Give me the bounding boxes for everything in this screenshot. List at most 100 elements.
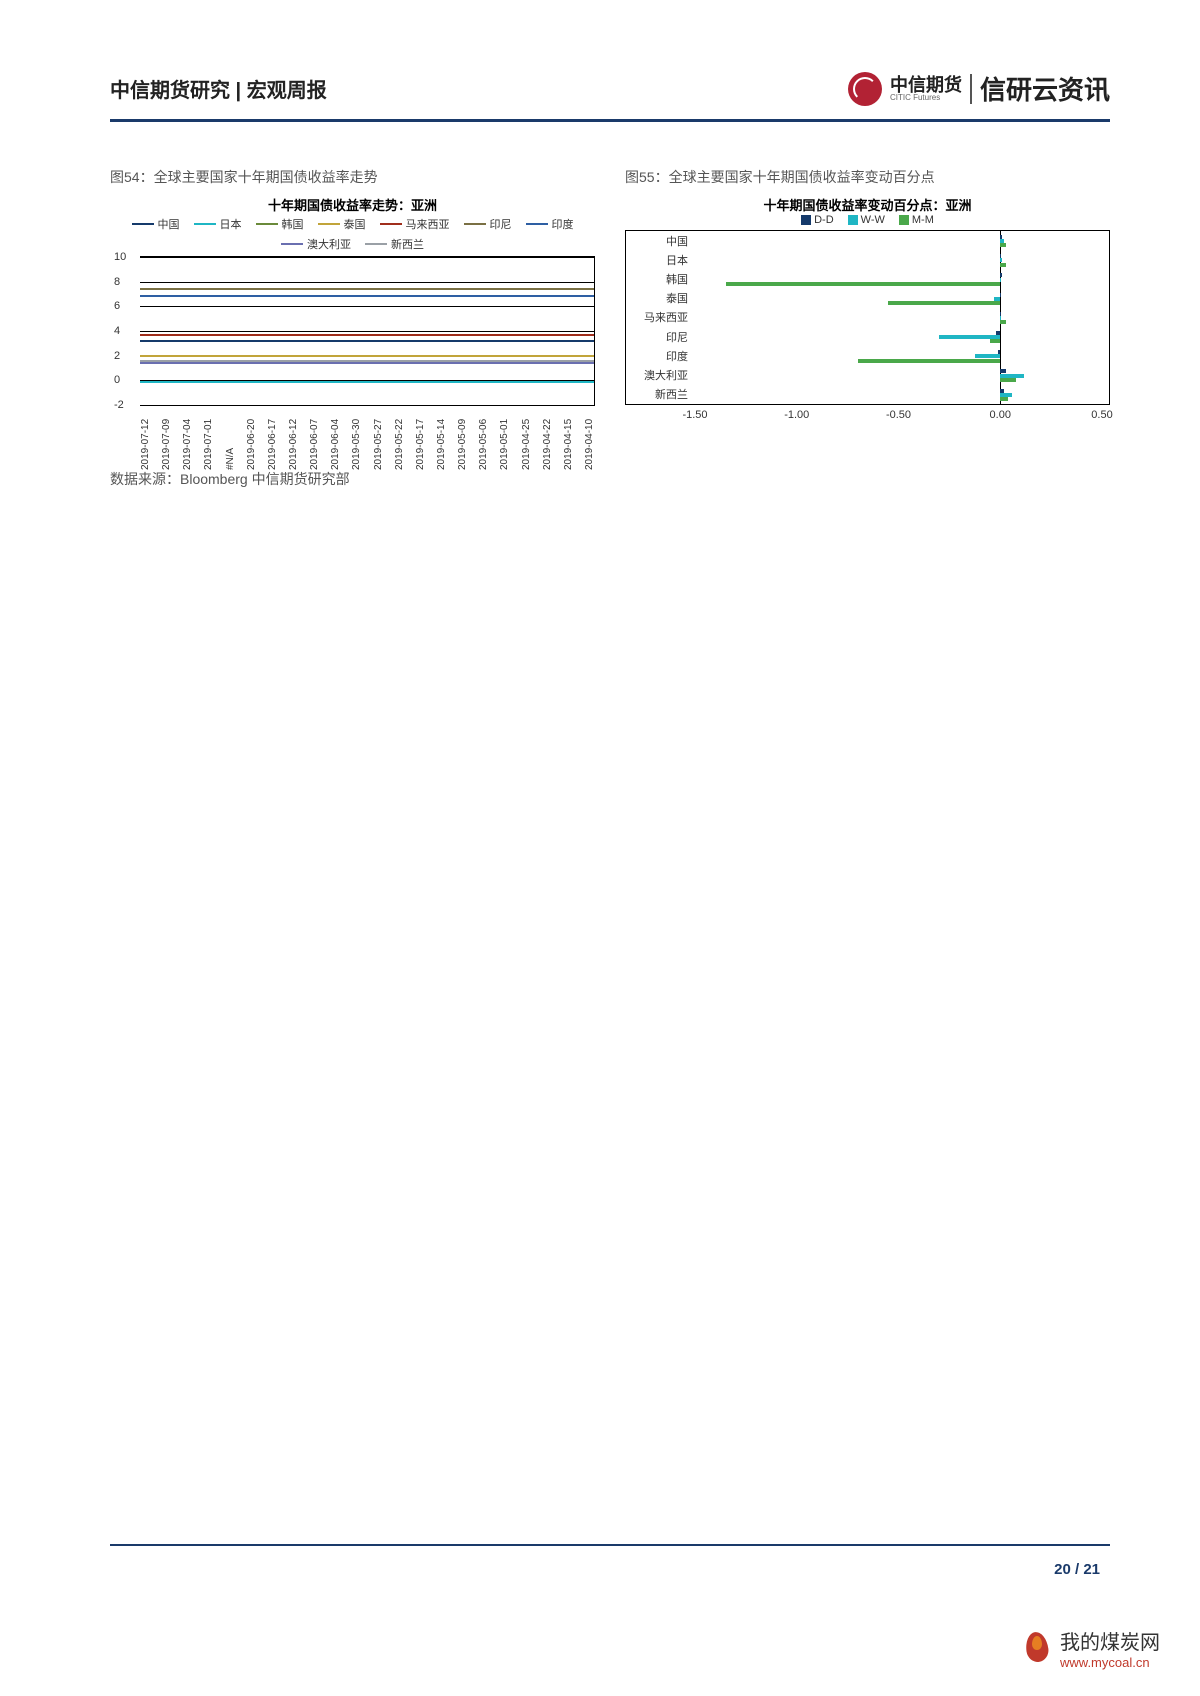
chart54-xtick: 2019-07-01 bbox=[203, 410, 214, 470]
xinyanyun-logo-text: 信研云资讯 bbox=[980, 70, 1110, 107]
chart55-xaxis: -1.50-1.00-0.500.000.50 bbox=[695, 409, 1102, 425]
chart54-xaxis: 2019-07-122019-07-092019-07-042019-07-01… bbox=[140, 410, 595, 470]
doc-title: 中信期货研究 | 宏观周报 bbox=[110, 74, 327, 103]
chart55-categories: 中国日本韩国泰国马来西亚印尼印度澳大利亚新西兰 bbox=[634, 231, 688, 404]
data-source-note: 数据来源：Bloomberg 中信期货研究部 bbox=[110, 469, 1110, 489]
chart55-bar bbox=[1000, 278, 1001, 282]
page-number: 20 / 21 bbox=[1054, 1561, 1100, 1578]
chart54-plot: -20246810 bbox=[140, 256, 595, 406]
chart54-xtick: #N/A bbox=[225, 410, 236, 470]
chart54-series-line bbox=[140, 334, 594, 336]
chart54-legend-item: 韩国 bbox=[256, 216, 304, 232]
chart54-legend-item: 印度 bbox=[526, 216, 574, 232]
chart54-xtick: 2019-06-17 bbox=[267, 410, 278, 470]
chart55-bar bbox=[1000, 397, 1008, 401]
chart54-block: 图54：全球主要国家十年期国债收益率走势 十年期国债收益率走势：亚洲 中国日本韩… bbox=[110, 167, 595, 455]
chart54-xtick: 2019-05-06 bbox=[478, 410, 489, 470]
chart54-xtick: 2019-05-17 bbox=[415, 410, 426, 470]
chart55-category-label: 日本 bbox=[634, 252, 688, 268]
citic-logo-sub: CITIC Futures bbox=[890, 94, 962, 102]
chart55-bar bbox=[1000, 320, 1006, 324]
page-current: 20 bbox=[1054, 1561, 1071, 1578]
chart55-category-label: 韩国 bbox=[634, 271, 688, 287]
chart54-series-line bbox=[140, 288, 594, 290]
chart54-caption: 图54：全球主要国家十年期国债收益率走势 bbox=[110, 167, 595, 187]
chart54-series-line bbox=[140, 360, 594, 362]
chart55-category-label: 新西兰 bbox=[634, 386, 688, 402]
chart55-legend-item: W-W bbox=[848, 214, 885, 226]
chart54-series-line bbox=[140, 381, 594, 383]
chart55-xtick: -1.00 bbox=[784, 409, 809, 421]
chart54-legend: 中国日本韩国泰国马来西亚印尼印度澳大利亚新西兰 bbox=[110, 216, 595, 252]
chart55-bars bbox=[696, 231, 1101, 404]
chart54-series-line bbox=[140, 340, 594, 342]
chart55-xtick: 0.50 bbox=[1091, 409, 1112, 421]
chart55-legend: D-D W-W M-M bbox=[625, 214, 1110, 226]
chart54-xtick: 2019-04-10 bbox=[584, 410, 595, 470]
chart55-bar bbox=[1000, 263, 1006, 267]
chart55-xtick: 0.00 bbox=[990, 409, 1011, 421]
chart55-bar bbox=[1000, 293, 1001, 297]
chart55-category-label: 澳大利亚 bbox=[634, 367, 688, 383]
chart55-category-label: 印尼 bbox=[634, 329, 688, 345]
chart54-series-line bbox=[140, 355, 594, 357]
citic-logo-icon bbox=[848, 72, 882, 106]
chart54-xtick: 2019-07-12 bbox=[140, 410, 151, 470]
page-root: 中信期货研究 | 宏观周报 中信期货 CITIC Futures 信研云资讯 图… bbox=[0, 0, 1200, 1696]
chart55-bar bbox=[990, 339, 1000, 343]
citic-logo-text: 中信期货 CITIC Futures bbox=[890, 76, 962, 102]
chart55-xtick: -0.50 bbox=[886, 409, 911, 421]
chart55-bar bbox=[858, 359, 1000, 363]
chart54-xtick: 2019-05-22 bbox=[394, 410, 405, 470]
chart54-xtick: 2019-05-01 bbox=[499, 410, 510, 470]
chart55-bar bbox=[1000, 378, 1016, 382]
chart54-xtick: 2019-06-20 bbox=[246, 410, 257, 470]
chart54-xtick: 2019-07-04 bbox=[182, 410, 193, 470]
chart55-block: 图55：全球主要国家十年期国债收益率变动百分点 十年期国债收益率变动百分点：亚洲… bbox=[625, 167, 1110, 455]
chart54-legend-item: 中国 bbox=[132, 216, 180, 232]
chart55-area: 十年期国债收益率变动百分点：亚洲 D-D W-W M-M 中国日本韩国泰国马来西亚印… bbox=[625, 195, 1110, 455]
header-divider bbox=[970, 74, 972, 104]
watermark-text: 我的煤炭网 www.mycoal.cn bbox=[1060, 1626, 1160, 1670]
chart55-caption: 图55：全球主要国家十年期国债收益率变动百分点 bbox=[625, 167, 1110, 187]
watermark-url: www.mycoal.cn bbox=[1060, 1655, 1160, 1670]
header-logos: 中信期货 CITIC Futures 信研云资讯 bbox=[848, 70, 1110, 107]
header-rule bbox=[110, 119, 1110, 122]
chart55-bar bbox=[888, 301, 999, 305]
chart54-area: 十年期国债收益率走势：亚洲 中国日本韩国泰国马来西亚印尼印度澳大利亚新西兰 -2… bbox=[110, 195, 595, 455]
chart54-legend-item: 澳大利亚 bbox=[281, 236, 351, 252]
chart55-xtick: -1.50 bbox=[682, 409, 707, 421]
chart54-series-line bbox=[140, 362, 594, 364]
chart55-category-label: 泰国 bbox=[634, 290, 688, 306]
chart55-legend-item: M-M bbox=[899, 214, 934, 226]
chart55-legend-item: D-D bbox=[801, 214, 834, 226]
chart54-title: 十年期国债收益率走势：亚洲 bbox=[110, 195, 595, 214]
chart55-category-label: 印度 bbox=[634, 348, 688, 364]
chart55-bar bbox=[1000, 243, 1006, 247]
chart55-category-label: 中国 bbox=[634, 233, 688, 249]
footer-rule bbox=[110, 1544, 1110, 1546]
chart55-title: 十年期国债收益率变动百分点：亚洲 bbox=[625, 195, 1110, 214]
chart55-category-label: 马来西亚 bbox=[634, 309, 688, 325]
charts-row: 图54：全球主要国家十年期国债收益率走势 十年期国债收益率走势：亚洲 中国日本韩… bbox=[110, 167, 1110, 455]
chart55-plot: 中国日本韩国泰国马来西亚印尼印度澳大利亚新西兰 bbox=[625, 230, 1110, 405]
chart54-xtick: 2019-04-25 bbox=[521, 410, 532, 470]
chart54-series-line bbox=[140, 295, 594, 297]
chart54-xtick: 2019-05-09 bbox=[457, 410, 468, 470]
chart54-xtick: 2019-05-27 bbox=[373, 410, 384, 470]
page-header: 中信期货研究 | 宏观周报 中信期货 CITIC Futures 信研云资讯 bbox=[110, 70, 1110, 117]
chart54-xtick: 2019-05-14 bbox=[436, 410, 447, 470]
citic-logo-main: 中信期货 bbox=[890, 75, 962, 95]
chart54-legend-item: 日本 bbox=[194, 216, 242, 232]
watermark: 我的煤炭网 www.mycoal.cn bbox=[1022, 1626, 1160, 1670]
flame-icon bbox=[1022, 1630, 1052, 1666]
chart54-legend-item: 马来西亚 bbox=[380, 216, 450, 232]
chart54-xtick: 2019-06-12 bbox=[288, 410, 299, 470]
chart54-legend-item: 新西兰 bbox=[365, 236, 424, 252]
chart54-xtick: 2019-04-15 bbox=[563, 410, 574, 470]
page-total: 21 bbox=[1083, 1561, 1100, 1578]
watermark-name: 我的煤炭网 bbox=[1060, 1626, 1160, 1655]
chart54-xtick: 2019-06-07 bbox=[309, 410, 320, 470]
chart54-legend-item: 泰国 bbox=[318, 216, 366, 232]
chart54-legend-item: 印尼 bbox=[464, 216, 512, 232]
